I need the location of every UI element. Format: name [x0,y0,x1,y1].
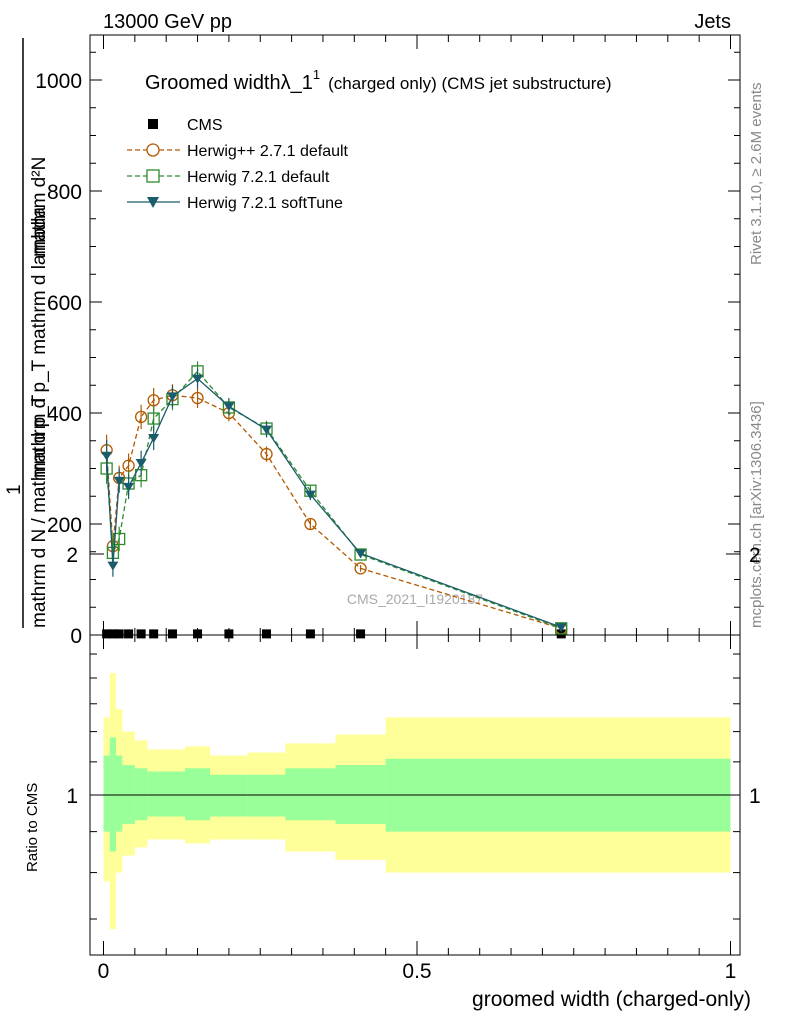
mcplots-label: mcplots.cern.ch [arXiv:1306.3436] [748,401,765,628]
main-ytick-label: 600 [47,292,82,315]
softtune-point [107,561,119,571]
legend: CMS Herwig++ 2.7.1 default Herwig 7.2.1 de… [127,117,349,212]
cms-point [167,629,177,639]
legend-label: Herwig 7.2.1 default [187,169,330,186]
legend-marker-herwig721 [146,169,160,183]
main-ytick-label: 400 [47,403,82,426]
ratio-xtick-label: 0.5 [402,960,431,983]
legend-marker-herwigpp [146,143,160,157]
ratio-band-inner [285,768,336,821]
softtune-point [135,458,147,468]
ratio-ytick-label-right: 2 [749,544,761,567]
herwigpp-point [147,394,160,407]
series-line [105,377,562,628]
legend-label: Herwig++ 2.7.1 default [187,143,349,160]
cms-point [108,629,118,639]
ratio-bands [103,673,731,930]
softtune-point [192,374,204,384]
herwigpp-point [134,410,148,424]
softtune-point [555,623,567,633]
cms-point [136,629,146,639]
ratio-band-inner [116,755,123,832]
cms-point [149,629,159,639]
ylabel-bottom: mathrm d N / mathrm d p_T [29,394,50,628]
softtune-point [148,433,160,443]
legend-marker-softtune [147,197,159,208]
ratio-band-inner [134,768,148,821]
ratio-axis-ticks: 0.50.5112200.51 [66,544,761,983]
title-rest: (charged only) (CMS jet substructure) [328,74,611,93]
ratio-ytick-label-left: 1 [66,785,78,808]
ylabel-mid: mathrm d p_T mathrm d lambda [29,207,50,478]
herwig721-point [147,412,160,425]
cms-point [356,629,366,639]
softtune-point [123,482,135,492]
title-main: Groomed width [145,72,281,94]
main-ytick-label: 800 [47,181,82,204]
ratio-ytick-label-left: 2 [66,544,78,567]
softtune-point [304,490,316,500]
series-layer [100,361,568,639]
main-ytick-label: 1000 [35,70,82,93]
ratio-band-inner [185,768,211,821]
ylabel-top: mathrm d²N [29,157,50,257]
series-line [105,394,562,629]
cms-point [224,629,234,639]
softtune-point [166,392,178,402]
main-ytick-label: 0 [70,625,82,648]
legend-label: CMS [187,117,223,134]
cms-point [262,629,272,639]
ratio-xtick-label: 0 [98,960,110,983]
ratio-band-inner [103,755,110,832]
cms-point [305,629,315,639]
herwigpp-point [260,447,273,461]
ratio-ytick-label-right: 1 [749,785,761,808]
ratio-band-inner [159,771,186,817]
softtune-point [261,425,273,435]
herwigpp-point [191,391,204,405]
herwig721-point [113,532,126,546]
softtune-point [355,549,367,559]
cms-point [114,629,124,639]
ratio-band-inner [147,771,160,817]
rivet-label: Rivet 3.1.10, ≥ 2.6M events [748,83,765,266]
ratio-xtick-label: 1 [725,960,737,983]
legend-label: Herwig 7.2.1 softTune [187,195,343,212]
cms-point [193,629,203,639]
cms-point [102,629,112,639]
herwig721-point [354,548,367,561]
softtune-point [113,476,125,486]
series-line [105,370,562,629]
title-sup: 1 [313,67,320,82]
herwig721-point [555,622,568,635]
header-right: Jets [694,11,731,33]
header-left: 13000 GeV pp [103,11,232,33]
ylabel-frac: 1 [4,484,25,495]
main-axis-ticks: 0 200 400 600 800 1000 [35,35,740,648]
plot-title: Groomed widthλ_11 (charged only) (CMS jet… [145,67,612,94]
herwigpp-point [354,562,367,575]
softtune-point [101,451,113,461]
herwigpp-point [304,517,317,531]
ratio-xlabel: groomed width (charged-only) [472,988,751,1011]
main-ytick-label: 200 [47,514,82,537]
ratio-band-inner [109,737,117,852]
cms-point [124,629,134,639]
softtune-point [223,402,235,412]
ratio-band-inner [210,774,248,817]
legend-marker-cms [148,119,158,129]
ratio-ylabel: Ratio to CMS [24,783,41,872]
main-ylabel: mathrm d²N mathrm d p_T mathrm d lambda … [4,38,50,628]
ratio-band-inner [247,774,286,817]
herwigpp-point [122,459,135,472]
title-lambda: λ_1 [281,72,313,94]
